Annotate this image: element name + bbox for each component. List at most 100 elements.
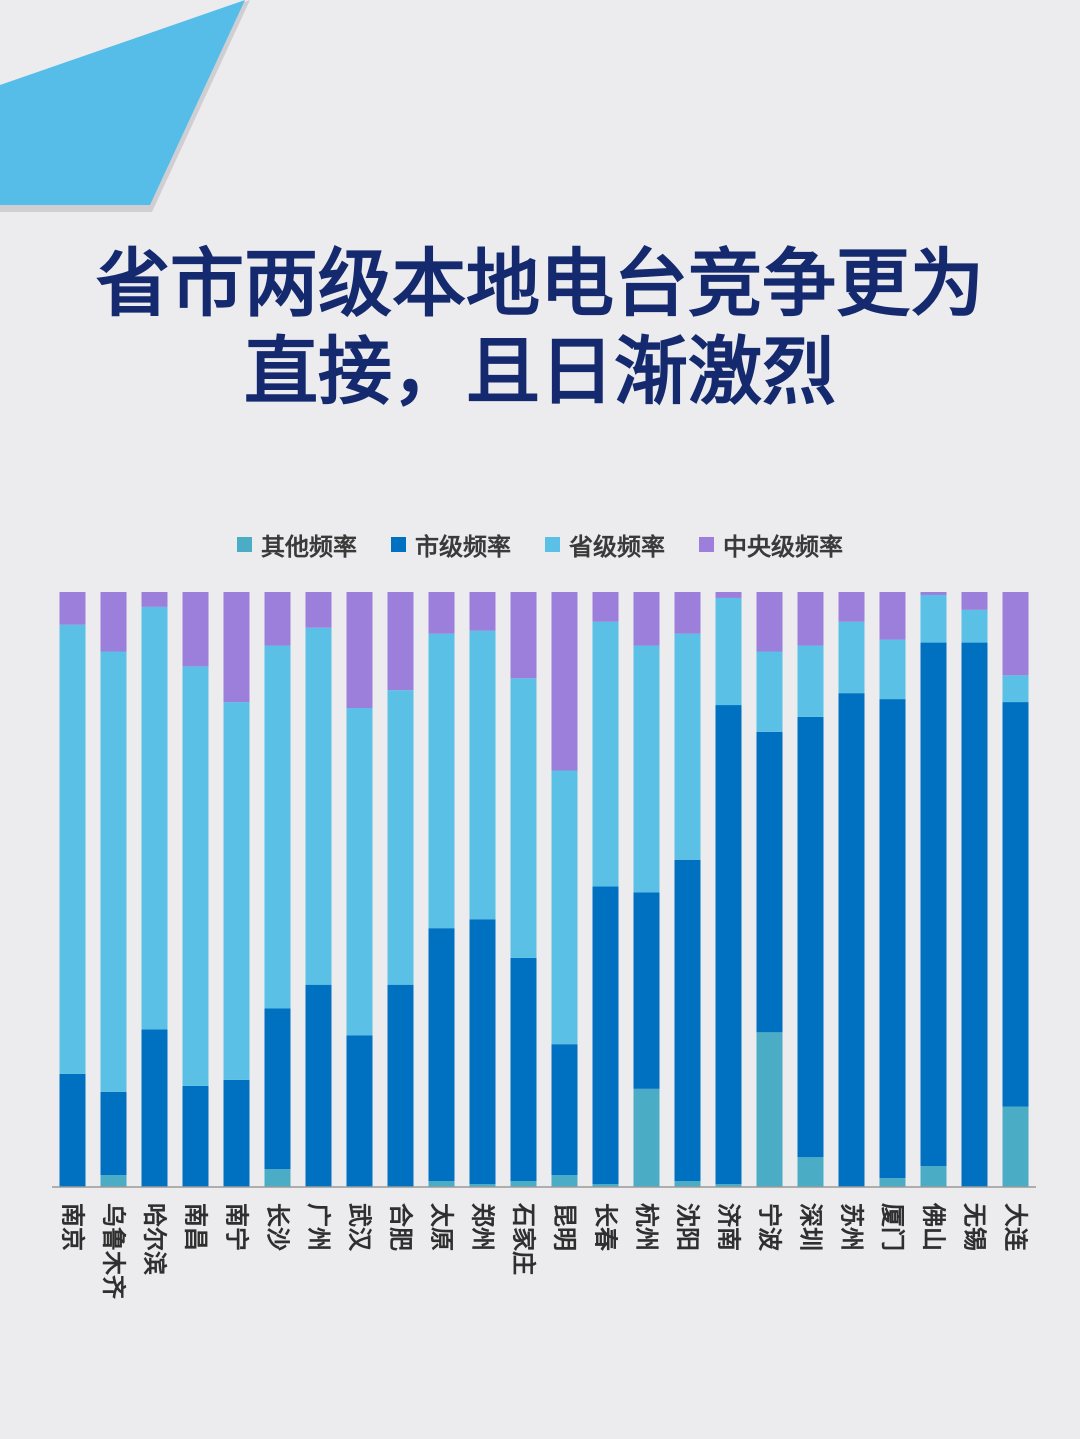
bar-other-18 xyxy=(797,1157,824,1187)
bar-central-0 xyxy=(59,592,86,625)
legend-label-province: 省级频率 xyxy=(569,533,665,561)
x-tick-label-19: 苏州 xyxy=(838,1203,866,1251)
x-tick-label-4: 南宁 xyxy=(223,1203,251,1251)
corner-fold xyxy=(0,0,150,30)
bar-province-23 xyxy=(1002,675,1029,703)
chart-legend: 其他频率 市级频率 省级频率 中央级频率 xyxy=(0,527,1080,562)
bar-other-16 xyxy=(715,1184,742,1187)
bar-city-14 xyxy=(633,892,660,1089)
bar-city-11 xyxy=(510,957,537,1182)
legend-item-province: 省级频率 xyxy=(545,527,665,562)
x-tick-label-3: 南昌 xyxy=(182,1203,210,1251)
bar-city-1 xyxy=(100,1091,127,1176)
bar-province-16 xyxy=(715,597,742,706)
bar-city-3 xyxy=(182,1085,209,1187)
legend-label-city: 市级频率 xyxy=(415,533,511,561)
bar-province-14 xyxy=(633,645,660,893)
corner-accent-decoration xyxy=(0,0,250,212)
bar-central-3 xyxy=(182,592,209,667)
bar-central-8 xyxy=(387,592,414,691)
title-line-2: 直接，且日渐激烈 xyxy=(244,329,836,415)
bar-city-9 xyxy=(428,928,455,1182)
bar-city-2 xyxy=(141,1029,168,1187)
legend-label-other: 其他频率 xyxy=(261,533,357,561)
bar-province-2 xyxy=(141,606,168,1030)
bar-city-0 xyxy=(59,1073,86,1187)
x-tick-label-0: 南京 xyxy=(59,1203,87,1251)
bar-city-19 xyxy=(838,693,865,1187)
bar-central-18 xyxy=(797,592,824,646)
bar-central-13 xyxy=(592,592,619,622)
bar-central-10 xyxy=(469,592,496,631)
x-tick-label-1: 乌鲁木齐 xyxy=(100,1203,128,1300)
bar-province-21 xyxy=(920,594,947,643)
bar-province-3 xyxy=(182,666,209,1086)
bar-city-15 xyxy=(674,859,701,1182)
x-tick-label-8: 合肥 xyxy=(387,1203,415,1251)
bar-other-13 xyxy=(592,1184,619,1187)
title-line-1: 省市两级本地电台竞争更为 xyxy=(96,241,984,327)
x-tick-label-12: 昆明 xyxy=(551,1203,579,1251)
bar-province-17 xyxy=(756,651,783,732)
bar-central-19 xyxy=(838,592,865,622)
bar-province-18 xyxy=(797,645,824,717)
bar-province-13 xyxy=(592,621,619,887)
bar-central-20 xyxy=(879,592,906,640)
bar-city-16 xyxy=(715,705,742,1185)
x-tick-label-13: 长春 xyxy=(592,1203,620,1251)
bar-city-7 xyxy=(346,1035,373,1187)
bar-central-4 xyxy=(223,592,250,703)
bar-other-10 xyxy=(469,1184,496,1187)
bar-central-1 xyxy=(100,592,127,652)
bar-city-4 xyxy=(223,1079,250,1187)
x-tick-label-20: 厦门 xyxy=(879,1203,907,1251)
bar-city-22 xyxy=(961,642,988,1187)
bar-central-6 xyxy=(305,592,332,628)
x-tick-label-9: 太原 xyxy=(428,1203,456,1251)
x-tick-label-10: 郑州 xyxy=(469,1203,497,1251)
x-tick-label-11: 石家庄 xyxy=(510,1202,538,1275)
x-tick-label-18: 深圳 xyxy=(797,1203,825,1251)
bar-province-6 xyxy=(305,627,332,985)
legend-swatch-central xyxy=(699,537,714,552)
bar-other-14 xyxy=(633,1088,660,1187)
bar-province-12 xyxy=(551,770,578,1045)
x-tick-label-5: 长沙 xyxy=(264,1203,292,1251)
bar-city-20 xyxy=(879,699,906,1179)
bar-other-11 xyxy=(510,1181,537,1187)
bar-central-23 xyxy=(1002,592,1029,676)
x-tick-label-14: 杭州 xyxy=(633,1203,661,1251)
bar-province-10 xyxy=(469,630,496,920)
legend-swatch-other xyxy=(237,537,252,552)
bar-city-8 xyxy=(387,984,414,1187)
x-tick-label-2: 哈尔滨 xyxy=(141,1203,169,1275)
bar-central-7 xyxy=(346,592,373,709)
x-tick-label-23: 大连 xyxy=(1002,1203,1030,1252)
bar-central-16 xyxy=(715,592,742,598)
bar-province-20 xyxy=(879,639,906,700)
bar-province-11 xyxy=(510,678,537,958)
bar-central-12 xyxy=(551,592,578,771)
x-tick-label-16: 济南 xyxy=(715,1203,743,1251)
bar-city-21 xyxy=(920,642,947,1167)
bar-province-15 xyxy=(674,633,701,860)
bar-province-19 xyxy=(838,621,865,694)
bar-city-17 xyxy=(756,731,783,1033)
bar-other-15 xyxy=(674,1181,701,1187)
bar-other-5 xyxy=(264,1169,291,1187)
bar-province-7 xyxy=(346,708,373,1036)
bar-other-9 xyxy=(428,1181,455,1187)
legend-item-central: 中央级频率 xyxy=(699,527,843,562)
bar-central-15 xyxy=(674,592,701,634)
x-tick-label-21: 佛山 xyxy=(920,1202,948,1251)
legend-swatch-city xyxy=(391,537,406,552)
bar-city-13 xyxy=(592,886,619,1185)
bar-other-1 xyxy=(100,1175,127,1187)
legend-item-other: 其他频率 xyxy=(237,527,357,562)
bar-other-12 xyxy=(551,1175,578,1187)
x-tick-label-7: 武汉 xyxy=(346,1203,374,1252)
x-tick-label-22: 无锡 xyxy=(961,1203,989,1251)
bar-central-14 xyxy=(633,592,660,646)
bar-central-9 xyxy=(428,592,455,634)
